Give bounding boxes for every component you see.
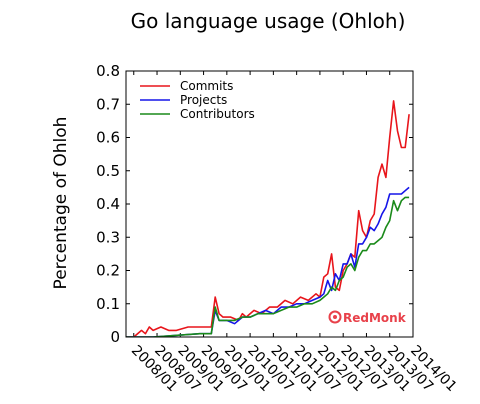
- series-lines: [126, 100, 410, 337]
- series-line-projects: [126, 186, 410, 337]
- y-tick-label: 0.6: [96, 129, 120, 147]
- y-tick-label: 0.5: [96, 162, 120, 180]
- y-tick-label: 0: [110, 328, 120, 346]
- redmonk-logo-icon: [328, 310, 342, 324]
- y-tick-label: 0.8: [96, 62, 120, 80]
- legend-label-commits: Commits: [180, 79, 233, 93]
- redmonk-logo-text: RedMonk: [343, 311, 407, 325]
- redmonk-logo-dot: [333, 315, 337, 319]
- chart-title: Go language usage (Ohloh): [131, 9, 406, 33]
- y-axis-label: Percentage of Ohloh: [51, 117, 71, 290]
- series-line-commits: [126, 100, 410, 337]
- redmonk-logo: RedMonk: [328, 310, 407, 325]
- legend-label-contributors: Contributors: [180, 107, 255, 121]
- y-tick-label: 0.4: [96, 195, 120, 213]
- plot-frame: [125, 70, 414, 338]
- y-tick-label: 0.7: [96, 95, 120, 113]
- axis-ticks: 00.10.20.30.40.50.60.70.82008/012008/072…: [96, 62, 459, 395]
- legend-label-projects: Projects: [180, 93, 227, 107]
- y-tick-label: 0.2: [96, 262, 120, 280]
- y-tick-label: 0.1: [96, 295, 120, 313]
- series-line-contributors: [126, 196, 410, 337]
- y-tick-label: 0.3: [96, 228, 120, 246]
